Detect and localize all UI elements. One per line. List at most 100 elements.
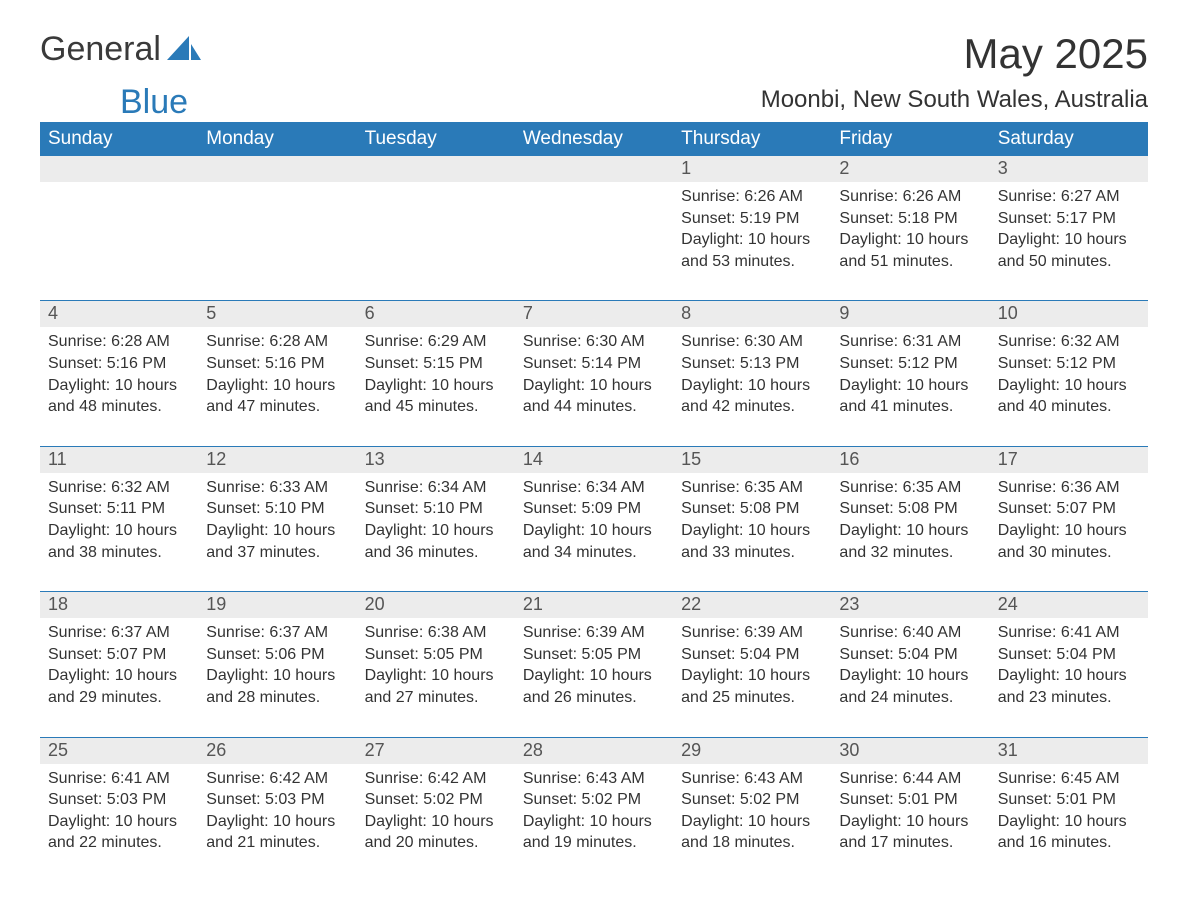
calendar-week: 123Sunrise: 6:26 AMSunset: 5:19 PMDaylig… (40, 156, 1148, 300)
sunset-text: Sunset: 5:15 PM (365, 353, 507, 375)
sunrise-text: Sunrise: 6:27 AM (998, 186, 1140, 208)
day-number: 20 (357, 592, 515, 618)
day-cell: Sunrise: 6:41 AMSunset: 5:04 PMDaylight:… (990, 618, 1148, 736)
day-number: 29 (673, 738, 831, 764)
sunset-text: Sunset: 5:09 PM (523, 498, 665, 520)
daylight-text: Daylight: 10 hours and 26 minutes. (523, 665, 665, 708)
sunset-text: Sunset: 5:08 PM (681, 498, 823, 520)
day-cell: Sunrise: 6:26 AMSunset: 5:18 PMDaylight:… (831, 182, 989, 300)
calendar-header-row: Sunday Monday Tuesday Wednesday Thursday… (40, 122, 1148, 156)
day-cell: Sunrise: 6:35 AMSunset: 5:08 PMDaylight:… (673, 473, 831, 591)
day-number: 31 (990, 738, 1148, 764)
day-cell: Sunrise: 6:39 AMSunset: 5:05 PMDaylight:… (515, 618, 673, 736)
daylight-text: Daylight: 10 hours and 21 minutes. (206, 811, 348, 854)
sunrise-text: Sunrise: 6:41 AM (998, 622, 1140, 644)
day-cell: Sunrise: 6:37 AMSunset: 5:07 PMDaylight:… (40, 618, 198, 736)
brand-word-2: Blue (120, 83, 188, 122)
day-number: 30 (831, 738, 989, 764)
daylight-text: Daylight: 10 hours and 42 minutes. (681, 375, 823, 418)
day-header: Thursday (673, 122, 831, 156)
day-cell: Sunrise: 6:45 AMSunset: 5:01 PMDaylight:… (990, 764, 1148, 860)
day-cell: Sunrise: 6:37 AMSunset: 5:06 PMDaylight:… (198, 618, 356, 736)
sunset-text: Sunset: 5:05 PM (523, 644, 665, 666)
daylight-text: Daylight: 10 hours and 30 minutes. (998, 520, 1140, 563)
daylight-text: Daylight: 10 hours and 45 minutes. (365, 375, 507, 418)
daylight-text: Daylight: 10 hours and 29 minutes. (48, 665, 190, 708)
daylight-text: Daylight: 10 hours and 24 minutes. (839, 665, 981, 708)
sunrise-text: Sunrise: 6:42 AM (206, 768, 348, 790)
sunrise-text: Sunrise: 6:30 AM (681, 331, 823, 353)
sunset-text: Sunset: 5:01 PM (998, 789, 1140, 811)
sunrise-text: Sunrise: 6:41 AM (48, 768, 190, 790)
sunset-text: Sunset: 5:04 PM (839, 644, 981, 666)
day-header: Wednesday (515, 122, 673, 156)
sunset-text: Sunset: 5:06 PM (206, 644, 348, 666)
daylight-text: Daylight: 10 hours and 23 minutes. (998, 665, 1140, 708)
day-number (40, 156, 198, 182)
sunset-text: Sunset: 5:10 PM (206, 498, 348, 520)
day-number (515, 156, 673, 182)
day-number: 5 (198, 301, 356, 327)
sunset-text: Sunset: 5:03 PM (206, 789, 348, 811)
day-number: 23 (831, 592, 989, 618)
daylight-text: Daylight: 10 hours and 50 minutes. (998, 229, 1140, 272)
sunrise-text: Sunrise: 6:34 AM (523, 477, 665, 499)
calendar-body: 123Sunrise: 6:26 AMSunset: 5:19 PMDaylig… (40, 156, 1148, 860)
day-cell: Sunrise: 6:28 AMSunset: 5:16 PMDaylight:… (40, 327, 198, 445)
sunset-text: Sunset: 5:19 PM (681, 208, 823, 230)
sunrise-text: Sunrise: 6:28 AM (206, 331, 348, 353)
sunrise-text: Sunrise: 6:37 AM (206, 622, 348, 644)
day-cell: Sunrise: 6:38 AMSunset: 5:05 PMDaylight:… (357, 618, 515, 736)
daylight-text: Daylight: 10 hours and 47 minutes. (206, 375, 348, 418)
sunrise-text: Sunrise: 6:31 AM (839, 331, 981, 353)
sunrise-text: Sunrise: 6:35 AM (839, 477, 981, 499)
sunset-text: Sunset: 5:12 PM (839, 353, 981, 375)
day-cell: Sunrise: 6:30 AMSunset: 5:14 PMDaylight:… (515, 327, 673, 445)
day-cell (40, 182, 198, 300)
sunset-text: Sunset: 5:14 PM (523, 353, 665, 375)
sunrise-text: Sunrise: 6:43 AM (523, 768, 665, 790)
daylight-text: Daylight: 10 hours and 33 minutes. (681, 520, 823, 563)
daylight-text: Daylight: 10 hours and 17 minutes. (839, 811, 981, 854)
daylight-text: Daylight: 10 hours and 51 minutes. (839, 229, 981, 272)
sunrise-text: Sunrise: 6:29 AM (365, 331, 507, 353)
day-cell: Sunrise: 6:32 AMSunset: 5:12 PMDaylight:… (990, 327, 1148, 445)
calendar-week: 18192021222324Sunrise: 6:37 AMSunset: 5:… (40, 591, 1148, 736)
day-number: 14 (515, 447, 673, 473)
day-cell: Sunrise: 6:32 AMSunset: 5:11 PMDaylight:… (40, 473, 198, 591)
sunset-text: Sunset: 5:16 PM (206, 353, 348, 375)
day-cell: Sunrise: 6:43 AMSunset: 5:02 PMDaylight:… (515, 764, 673, 860)
sunset-text: Sunset: 5:02 PM (681, 789, 823, 811)
daylight-text: Daylight: 10 hours and 32 minutes. (839, 520, 981, 563)
day-number: 4 (40, 301, 198, 327)
daylight-text: Daylight: 10 hours and 44 minutes. (523, 375, 665, 418)
header: General May 2025 (40, 30, 1148, 78)
day-header: Friday (831, 122, 989, 156)
sunset-text: Sunset: 5:02 PM (523, 789, 665, 811)
header-right: May 2025 (964, 30, 1148, 78)
calendar-week: 45678910Sunrise: 6:28 AMSunset: 5:16 PMD… (40, 300, 1148, 445)
day-cell: Sunrise: 6:29 AMSunset: 5:15 PMDaylight:… (357, 327, 515, 445)
sunrise-text: Sunrise: 6:28 AM (48, 331, 190, 353)
daylight-text: Daylight: 10 hours and 37 minutes. (206, 520, 348, 563)
sunrise-text: Sunrise: 6:32 AM (998, 331, 1140, 353)
sunset-text: Sunset: 5:08 PM (839, 498, 981, 520)
daylight-text: Daylight: 10 hours and 41 minutes. (839, 375, 981, 418)
sunrise-text: Sunrise: 6:32 AM (48, 477, 190, 499)
day-number: 13 (357, 447, 515, 473)
daylight-text: Daylight: 10 hours and 48 minutes. (48, 375, 190, 418)
day-header: Monday (198, 122, 356, 156)
sunrise-text: Sunrise: 6:35 AM (681, 477, 823, 499)
day-header: Tuesday (357, 122, 515, 156)
daylight-text: Daylight: 10 hours and 25 minutes. (681, 665, 823, 708)
sunset-text: Sunset: 5:02 PM (365, 789, 507, 811)
day-number: 25 (40, 738, 198, 764)
day-number: 28 (515, 738, 673, 764)
sunrise-text: Sunrise: 6:38 AM (365, 622, 507, 644)
day-number: 9 (831, 301, 989, 327)
sail-icon (167, 30, 201, 69)
daylight-text: Daylight: 10 hours and 18 minutes. (681, 811, 823, 854)
day-cell: Sunrise: 6:33 AMSunset: 5:10 PMDaylight:… (198, 473, 356, 591)
calendar-week: 11121314151617Sunrise: 6:32 AMSunset: 5:… (40, 446, 1148, 591)
day-number: 17 (990, 447, 1148, 473)
